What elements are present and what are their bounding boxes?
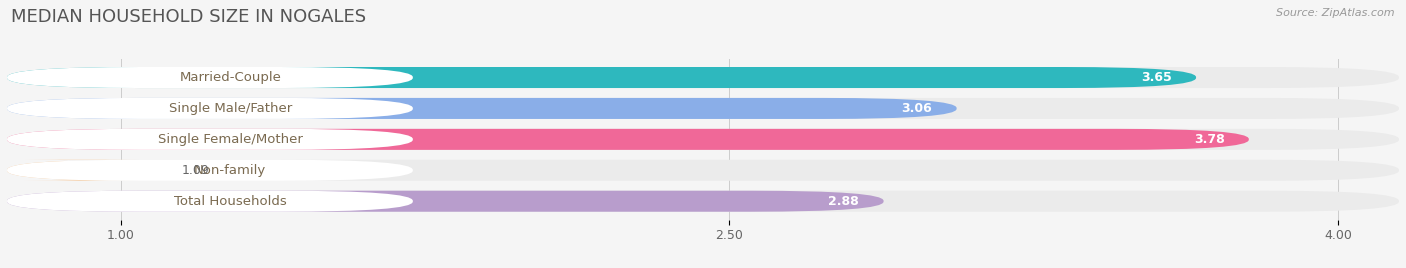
- FancyBboxPatch shape: [7, 129, 1399, 150]
- FancyBboxPatch shape: [7, 160, 1399, 181]
- Text: Single Male/Father: Single Male/Father: [169, 102, 292, 115]
- FancyBboxPatch shape: [7, 160, 413, 181]
- Text: 1.09: 1.09: [181, 164, 209, 177]
- FancyBboxPatch shape: [7, 191, 413, 212]
- Text: Total Households: Total Households: [174, 195, 287, 208]
- Text: 3.78: 3.78: [1194, 133, 1225, 146]
- Text: Source: ZipAtlas.com: Source: ZipAtlas.com: [1277, 8, 1395, 18]
- FancyBboxPatch shape: [7, 67, 413, 88]
- Text: 2.88: 2.88: [828, 195, 859, 208]
- Text: Non-family: Non-family: [194, 164, 266, 177]
- Text: MEDIAN HOUSEHOLD SIZE IN NOGALES: MEDIAN HOUSEHOLD SIZE IN NOGALES: [11, 8, 367, 26]
- FancyBboxPatch shape: [7, 129, 413, 150]
- Text: Single Female/Mother: Single Female/Mother: [157, 133, 302, 146]
- FancyBboxPatch shape: [7, 160, 157, 181]
- FancyBboxPatch shape: [7, 67, 1399, 88]
- Text: 3.65: 3.65: [1140, 71, 1171, 84]
- FancyBboxPatch shape: [7, 98, 956, 119]
- Text: Married-Couple: Married-Couple: [180, 71, 281, 84]
- FancyBboxPatch shape: [7, 191, 883, 212]
- FancyBboxPatch shape: [7, 67, 1197, 88]
- FancyBboxPatch shape: [7, 191, 1399, 212]
- FancyBboxPatch shape: [7, 129, 1249, 150]
- FancyBboxPatch shape: [7, 98, 413, 119]
- FancyBboxPatch shape: [7, 98, 1399, 119]
- Text: 3.06: 3.06: [901, 102, 932, 115]
